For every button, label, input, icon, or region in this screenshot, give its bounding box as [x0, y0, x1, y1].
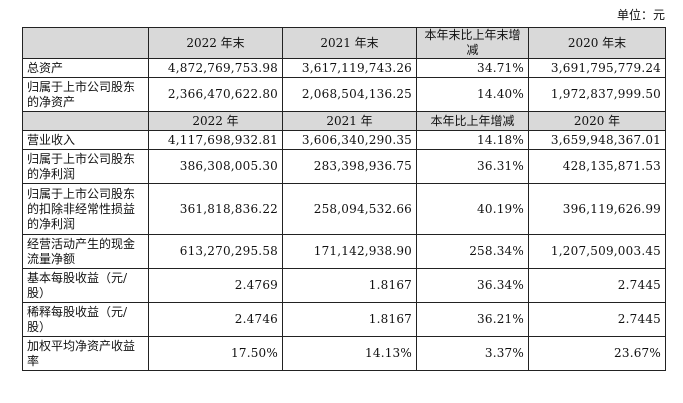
- value-cell: 428,135,871.53: [528, 149, 666, 184]
- value-cell: 3,606,340,290.35: [282, 130, 417, 150]
- table-row: 归属于上市公司股东的净资产 2,366,470,622.80 2,068,504…: [22, 77, 666, 112]
- change-cell: 34.71%: [416, 58, 529, 78]
- value-cell: 17.50%: [148, 336, 283, 371]
- value-cell: 23.67%: [528, 336, 666, 371]
- change-cell: 258.34%: [416, 234, 529, 269]
- value-cell: 2,068,504,136.25: [282, 77, 417, 112]
- change-cell: 36.34%: [416, 268, 529, 303]
- header-cell: 本年比上年增减: [416, 111, 529, 131]
- value-cell: 4,872,769,753.98: [148, 58, 283, 78]
- financial-summary-table: 2022 年末 2021 年末 本年末比上年末增减 2020 年末 总资产 4,…: [22, 27, 666, 371]
- change-cell: 36.31%: [416, 149, 529, 184]
- value-cell: 4,117,698,932.81: [148, 130, 283, 150]
- row-label: 加权平均净资产收益率: [22, 336, 149, 371]
- change-cell: 14.18%: [416, 130, 529, 150]
- change-cell: 40.19%: [416, 183, 529, 235]
- value-cell: 396,119,626.99: [528, 183, 666, 235]
- row-label: 经营活动产生的现金流量净额: [22, 234, 149, 269]
- header-cell: 2022 年: [148, 111, 283, 131]
- value-cell: 2.7445: [528, 268, 666, 303]
- table-row: 稀释每股收益（元/股） 2.4746 1.8167 36.21% 2.7445: [22, 302, 666, 337]
- header-cell: [22, 111, 149, 131]
- row-label: 总资产: [22, 58, 149, 78]
- value-cell: 2.4746: [148, 302, 283, 337]
- table-row: 基本每股收益（元/股） 2.4769 1.8167 36.34% 2.7445: [22, 268, 666, 303]
- row-label: 归属于上市公司股东的净利润: [22, 149, 149, 184]
- row-label: 稀释每股收益（元/股）: [22, 302, 149, 337]
- table-row: 加权平均净资产收益率 17.50% 14.13% 3.37% 23.67%: [22, 336, 666, 371]
- row-label: 归属于上市公司股东的净资产: [22, 77, 149, 112]
- value-cell: 1,972,837,999.50: [528, 77, 666, 112]
- header-cell: 2021 年末: [282, 27, 417, 59]
- header-cell: [22, 27, 149, 59]
- value-cell: 3,691,795,779.24: [528, 58, 666, 78]
- value-cell: 14.13%: [282, 336, 417, 371]
- row-label: 营业收入: [22, 130, 149, 150]
- table-header-row: 2022 年末 2021 年末 本年末比上年末增减 2020 年末: [22, 27, 666, 59]
- table-row: 营业收入 4,117,698,932.81 3,606,340,290.35 1…: [22, 130, 666, 150]
- value-cell: 1,207,509,003.45: [528, 234, 666, 269]
- header-cell: 本年末比上年末增减: [416, 27, 529, 59]
- value-cell: 258,094,532.66: [282, 183, 417, 235]
- header-cell: 2022 年末: [148, 27, 283, 59]
- value-cell: 2.4769: [148, 268, 283, 303]
- table-header-row: 2022 年 2021 年 本年比上年增减 2020 年: [22, 111, 666, 131]
- value-cell: 386,308,005.30: [148, 149, 283, 184]
- table-row: 经营活动产生的现金流量净额 613,270,295.58 171,142,938…: [22, 234, 666, 269]
- change-cell: 3.37%: [416, 336, 529, 371]
- value-cell: 2.7445: [528, 302, 666, 337]
- value-cell: 283,398,936.75: [282, 149, 417, 184]
- header-cell: 2020 年: [528, 111, 666, 131]
- value-cell: 3,617,119,743.26: [282, 58, 417, 78]
- row-label: 基本每股收益（元/股）: [22, 268, 149, 303]
- table-row: 归属于上市公司股东的扣除非经常性损益的净利润 361,818,836.22 25…: [22, 183, 666, 235]
- value-cell: 613,270,295.58: [148, 234, 283, 269]
- table-row: 归属于上市公司股东的净利润 386,308,005.30 283,398,936…: [22, 149, 666, 184]
- header-cell: 2021 年: [282, 111, 417, 131]
- value-cell: 2,366,470,622.80: [148, 77, 283, 112]
- value-cell: 171,142,938.90: [282, 234, 417, 269]
- value-cell: 3,659,948,367.01: [528, 130, 666, 150]
- unit-label: 单位：元: [616, 8, 665, 22]
- value-cell: 1.8167: [282, 268, 417, 303]
- change-cell: 36.21%: [416, 302, 529, 337]
- table-row: 总资产 4,872,769,753.98 3,617,119,743.26 34…: [22, 58, 666, 78]
- value-cell: 1.8167: [282, 302, 417, 337]
- row-label: 归属于上市公司股东的扣除非经常性损益的净利润: [22, 183, 149, 235]
- header-cell: 2020 年末: [528, 27, 666, 59]
- change-cell: 14.40%: [416, 77, 529, 112]
- value-cell: 361,818,836.22: [148, 183, 283, 235]
